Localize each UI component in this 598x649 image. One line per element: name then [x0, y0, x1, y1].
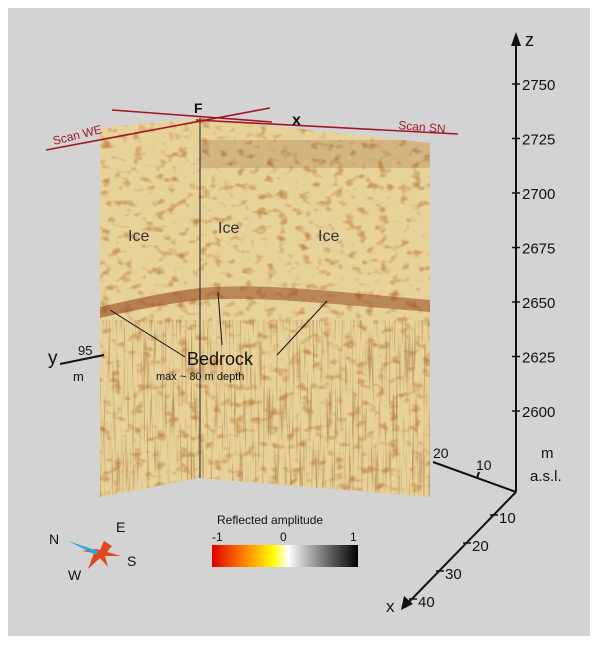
y-axis-end: y 95 m — [48, 343, 105, 384]
bedrock-pointers — [109, 291, 328, 358]
z-axis-tick-label: 2600 — [522, 404, 555, 421]
z-axis: z 2750 2725 2700 2675 2650 2625 2600 m a.s.l. — [511, 30, 562, 492]
compass-s: S — [127, 553, 136, 569]
x-axis-tick-label: 20 — [472, 538, 489, 555]
x-axis-tick-label: 40 — [418, 594, 435, 611]
x-axis-label: x — [386, 597, 395, 616]
z-axis-ticks: 2750 2725 2700 2675 2650 2625 2600 — [512, 77, 555, 421]
x-axis: 10 20 30 40 x — [386, 491, 517, 616]
y-axis-tick-10: 10 — [476, 457, 492, 473]
y-axis-end-unit: m — [73, 369, 84, 384]
z-axis-tick-label: 2675 — [522, 241, 555, 258]
z-axis-tick-label: 2750 — [522, 77, 555, 94]
y-axis: 20 10 — [432, 445, 517, 493]
x-axis-tick-label: 30 — [445, 566, 462, 583]
z-axis-tick-label: 2625 — [522, 350, 555, 367]
amplitude-colorbar: Reflected amplitude -1 0 1 — [212, 513, 358, 567]
compass-star-icon — [82, 541, 121, 569]
scan-we-line-top — [111, 109, 273, 123]
z-axis-label: z — [525, 30, 534, 50]
compass-n: N — [49, 531, 59, 547]
ice-label-center: Ice — [218, 220, 239, 237]
colorbar-tick-mid: 0 — [280, 530, 287, 544]
y-axis-tick-20: 20 — [433, 445, 449, 461]
z-axis-tick-label: 2725 — [522, 132, 555, 149]
colorbar-tick-max: 1 — [350, 530, 357, 544]
bedrock-depth-note: max ~ 80 m depth — [156, 371, 244, 383]
scan-sn-line — [195, 119, 459, 135]
x-marker-label: x — [292, 112, 301, 129]
corner-f-label: F — [194, 100, 203, 116]
y-axis-end-value: 95 — [78, 343, 92, 358]
z-axis-unit-m: m — [541, 445, 554, 462]
colorbar-gradient — [212, 545, 358, 567]
z-axis-unit-asl: a.s.l. — [530, 468, 562, 485]
z-axis-tick-label: 2700 — [522, 186, 555, 203]
compass-rose: N E S W — [49, 519, 136, 583]
ice-label-right: Ice — [318, 228, 339, 245]
colorbar-title: Reflected amplitude — [217, 513, 323, 527]
north-arrow-icon — [68, 541, 98, 555]
compass-e: E — [116, 519, 125, 535]
radargram-scan-sn — [200, 118, 430, 497]
compass-w: W — [68, 567, 82, 583]
x-axis-tick-label: 10 — [499, 510, 516, 527]
scan-we-line — [45, 107, 271, 151]
radargram-scan-we — [100, 118, 200, 497]
x-axis-ticks: 10 20 30 40 — [409, 510, 516, 611]
bedrock-label: Bedrock — [187, 349, 254, 369]
colorbar-tick-min: -1 — [212, 530, 223, 544]
scan-lines — [45, 107, 459, 151]
ice-label-left: Ice — [128, 228, 149, 245]
z-axis-tick-label: 2650 — [522, 295, 555, 312]
scan-sn-label: Scan SN — [398, 118, 446, 136]
y-axis-label: y — [48, 348, 58, 369]
